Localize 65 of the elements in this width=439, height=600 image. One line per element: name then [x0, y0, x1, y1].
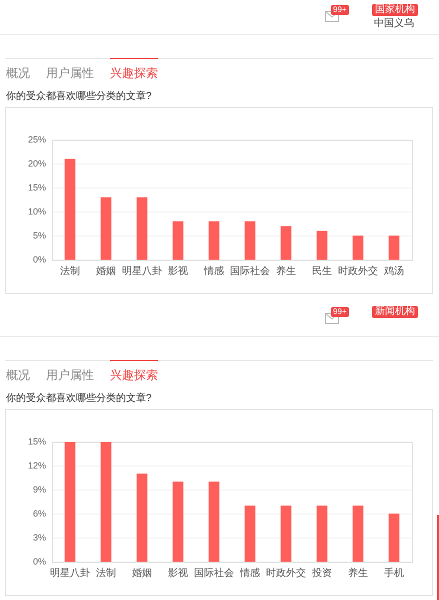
text: 兴趣探索: [110, 368, 158, 382]
bar: [280, 506, 292, 562]
text: 99+: [331, 307, 349, 317]
y-tick-label: 5%: [32, 230, 46, 240]
y-tick-label: 9%: [32, 484, 46, 494]
x-tick-label: 国际社会: [194, 566, 234, 579]
x-tick-label: 时政外交: [266, 566, 306, 579]
bar: [316, 506, 328, 562]
bar: [136, 474, 148, 562]
x-tick-label: 国际社会: [230, 264, 270, 277]
bar: [352, 236, 364, 260]
y-tick-label: 10%: [28, 206, 46, 216]
bar: [172, 482, 184, 562]
bar: [208, 221, 220, 260]
x-tick-label: 明星八卦: [122, 264, 162, 277]
y-tick-label: 6%: [32, 508, 46, 518]
text: 用户属性: [46, 66, 94, 80]
y-tick-label: 15%: [28, 436, 46, 446]
bar: [64, 158, 76, 260]
x-tick-label: 民生: [312, 264, 332, 277]
x-tick-label: 情感: [239, 566, 260, 579]
x-tick-label: 婚姻: [96, 266, 116, 277]
chart-title: 你的受众都喜欢哪些分类的文章?: [6, 393, 152, 405]
bar: [208, 482, 220, 562]
text: 99+: [331, 5, 349, 15]
text: 兴趣探索: [110, 66, 158, 80]
bar: [64, 442, 76, 562]
x-tick-label: 养生: [276, 264, 296, 277]
x-tick-label: 婚姻: [132, 568, 152, 579]
x-tick-label: 鸡汤: [383, 264, 404, 277]
y-tick-label: 20%: [28, 158, 46, 168]
x-tick-label: 时政外交: [338, 264, 378, 277]
y-tick-label: 3%: [32, 532, 46, 542]
x-tick-label: 明星八卦: [50, 566, 90, 579]
x-tick-label: 养生: [348, 566, 368, 579]
chart-title: 你的受众都喜欢哪些分类的文章?: [6, 91, 152, 103]
x-tick-label: 手机: [384, 566, 404, 579]
text: 新闻机构: [372, 306, 418, 318]
y-tick-label: 0%: [32, 254, 46, 264]
bar: [100, 197, 112, 260]
bar: [172, 221, 184, 260]
bar: [244, 506, 256, 562]
x-tick-label: 法制: [60, 264, 80, 277]
x-tick-label: 影视: [168, 264, 188, 277]
bar: [388, 236, 400, 260]
text: 用户属性: [46, 368, 94, 382]
bar: [352, 506, 364, 562]
text: 中国义乌: [374, 18, 414, 30]
bar: [316, 230, 328, 260]
x-tick-label: 情感: [203, 264, 224, 277]
y-tick-label: 12%: [28, 460, 46, 470]
x-tick-label: 法制: [96, 566, 116, 579]
text: 概况: [6, 66, 30, 80]
bar: [280, 226, 292, 260]
bar: [100, 442, 112, 562]
y-tick-label: 0%: [32, 556, 46, 566]
x-tick-label: 影视: [168, 566, 188, 579]
y-tick-label: 25%: [28, 134, 46, 144]
bar: [388, 514, 400, 562]
bar: [244, 221, 256, 260]
y-tick-label: 15%: [28, 182, 46, 192]
text: 国家机构: [372, 4, 418, 16]
bar: [136, 197, 148, 260]
text: 概况: [6, 368, 30, 382]
x-tick-label: 投资: [311, 566, 332, 579]
